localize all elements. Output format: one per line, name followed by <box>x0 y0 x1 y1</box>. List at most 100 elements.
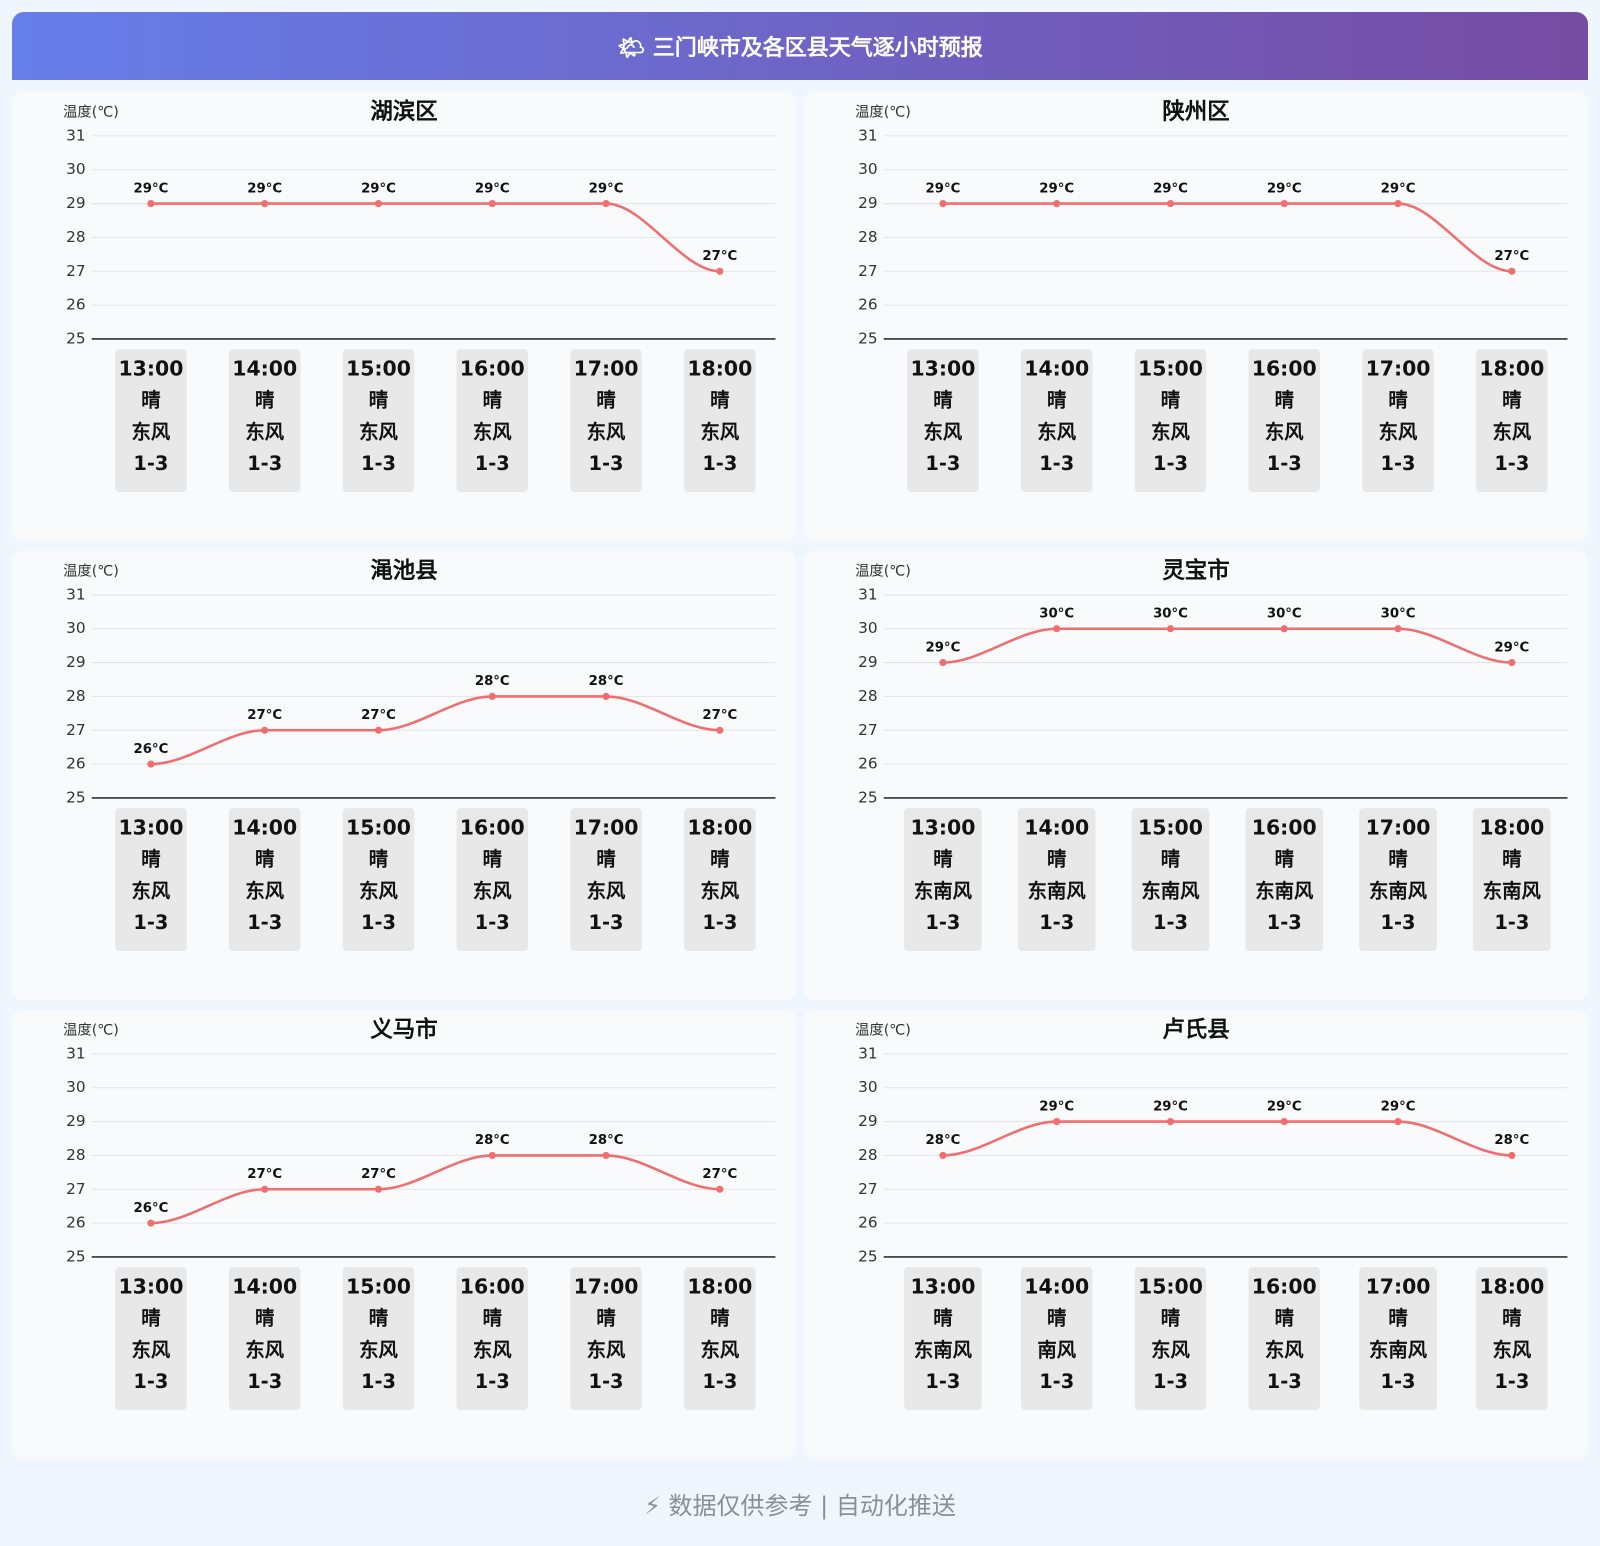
y-tick-label: 31 <box>858 1044 877 1062</box>
value-label: 27°C <box>702 249 737 264</box>
hour-wind: 东风 <box>1037 420 1076 443</box>
y-tick-label: 26 <box>66 755 85 773</box>
hour-wind: 东风 <box>700 879 739 902</box>
hour-weather: 晴 <box>141 389 160 412</box>
chart: 卢氏县 温度(℃) 25 26 27 28 29 30 31 28°C 29°C 29°C 29°C 29… <box>855 1017 1568 1411</box>
footer: ⚡ 数据仅供参考 | 自动化推送 <box>644 1492 956 1520</box>
y-tick-label: 30 <box>66 619 85 637</box>
hour-card <box>1359 1267 1437 1411</box>
hour-card <box>1473 808 1551 952</box>
hour-time: 13:00 <box>118 357 183 381</box>
hour-wind: 东风 <box>700 1338 739 1361</box>
hour-wind: 东风 <box>132 879 171 902</box>
value-label: 27°C <box>247 1167 282 1182</box>
hour-wind: 东南风 <box>914 879 973 902</box>
hour-card <box>115 349 187 493</box>
y-axis-label: 温度(℃) <box>63 562 119 579</box>
data-point <box>939 199 947 208</box>
temperature-line <box>942 1120 1512 1157</box>
panel-grid: 湖滨区 温度(℃) 25 26 27 28 29 30 31 29°C 29°C 29°C 29°C 29… <box>12 92 1588 1459</box>
y-axis-label: 温度(℃) <box>63 1021 119 1038</box>
hour-wind: 东风 <box>132 420 171 443</box>
hour-time: 18:00 <box>1479 357 1544 381</box>
hour-wind-level: 1-3 <box>361 911 396 934</box>
hour-wind-level: 1-3 <box>1039 452 1074 475</box>
hour-wind: 东风 <box>359 420 398 443</box>
hour-wind: 东风 <box>1492 420 1531 443</box>
hour-wind-level: 1-3 <box>475 911 510 934</box>
y-tick-label: 29 <box>66 194 85 212</box>
hour-time: 14:00 <box>232 816 297 840</box>
y-tick-label: 28 <box>858 228 877 246</box>
y-tick-label: 26 <box>66 1214 85 1232</box>
hour-weather: 晴 <box>710 848 729 871</box>
y-axis-label: 温度(℃) <box>855 562 911 579</box>
chart-title: 陕州区 <box>1162 99 1229 125</box>
data-point <box>147 1219 155 1227</box>
hour-wind-level: 1-3 <box>925 452 960 475</box>
hour-time: 17:00 <box>574 357 639 381</box>
hour-wind: 东南风 <box>1483 879 1542 902</box>
hour-time: 16:00 <box>1252 1275 1317 1299</box>
data-point <box>374 1185 383 1193</box>
hour-card <box>684 349 756 493</box>
hour-wind: 东风 <box>1151 1338 1190 1361</box>
hour-time: 18:00 <box>687 357 752 381</box>
hour-wind-level: 1-3 <box>247 1370 282 1393</box>
y-tick-label: 30 <box>858 1078 877 1096</box>
hour-wind: 东南风 <box>1369 879 1428 902</box>
hour-wind-level: 1-3 <box>1381 452 1416 475</box>
data-point <box>1053 1117 1061 1126</box>
data-point <box>1394 199 1402 208</box>
temperature-line <box>150 695 720 766</box>
value-label: 28°C <box>589 1133 624 1148</box>
hour-wind: 东风 <box>700 420 739 443</box>
value-label: 28°C <box>1494 1133 1529 1148</box>
y-axis-label: 温度(℃) <box>855 103 911 120</box>
value-label: 26°C <box>134 1201 169 1216</box>
hour-wind-level: 1-3 <box>1153 1370 1188 1393</box>
chart: 陕州区 温度(℃) 25 26 27 28 29 30 31 29°C 29°C 29°C 29°C 29… <box>855 99 1568 493</box>
hour-wind: 东风 <box>245 420 284 443</box>
y-tick-label: 29 <box>66 653 85 671</box>
value-label: 29°C <box>1153 181 1188 196</box>
hour-time: 15:00 <box>346 1275 411 1299</box>
value-label: 27°C <box>1494 249 1529 264</box>
hour-weather: 晴 <box>483 389 502 412</box>
value-label: 27°C <box>361 708 396 723</box>
hour-wind-level: 1-3 <box>702 911 737 934</box>
hour-wind: 东风 <box>924 420 963 443</box>
y-tick-label: 26 <box>858 755 877 773</box>
hour-card <box>1362 349 1434 493</box>
hour-wind-level: 1-3 <box>1153 911 1188 934</box>
value-label: 29°C <box>589 181 624 196</box>
data-point <box>939 658 947 667</box>
hour-time: 14:00 <box>1024 357 1089 381</box>
y-axis-label: 温度(℃) <box>63 103 119 120</box>
hour-time: 13:00 <box>118 816 183 840</box>
hour-time: 15:00 <box>346 816 411 840</box>
city-panel: 卢氏县 温度(℃) 25 26 27 28 29 30 31 28°C 29°C 29°C 29°C 29… <box>804 1010 1588 1459</box>
y-tick-label: 25 <box>66 1247 85 1265</box>
city-panel: 湖滨区 温度(℃) 25 26 27 28 29 30 31 29°C 29°C 29°C 29°C 29… <box>12 92 796 541</box>
hour-wind: 东南风 <box>1255 879 1314 902</box>
hour-wind-level: 1-3 <box>361 452 396 475</box>
data-point <box>261 1185 269 1193</box>
hour-weather: 晴 <box>1275 389 1294 412</box>
hour-wind: 东风 <box>359 1338 398 1361</box>
y-tick-label: 27 <box>66 262 85 280</box>
y-tick-label: 25 <box>858 329 877 347</box>
value-label: 29°C <box>1494 640 1529 655</box>
hour-time: 15:00 <box>1138 816 1203 840</box>
hour-wind: 东风 <box>1492 1338 1531 1361</box>
y-tick-label: 28 <box>66 687 85 705</box>
value-label: 27°C <box>247 708 282 723</box>
value-label: 29°C <box>1039 181 1074 196</box>
hour-wind-level: 1-3 <box>925 911 960 934</box>
hour-weather: 晴 <box>1161 1307 1180 1330</box>
hour-weather: 晴 <box>1388 389 1407 412</box>
hour-weather: 晴 <box>255 1307 274 1330</box>
hour-wind: 东风 <box>473 879 512 902</box>
hour-card <box>456 1267 528 1411</box>
